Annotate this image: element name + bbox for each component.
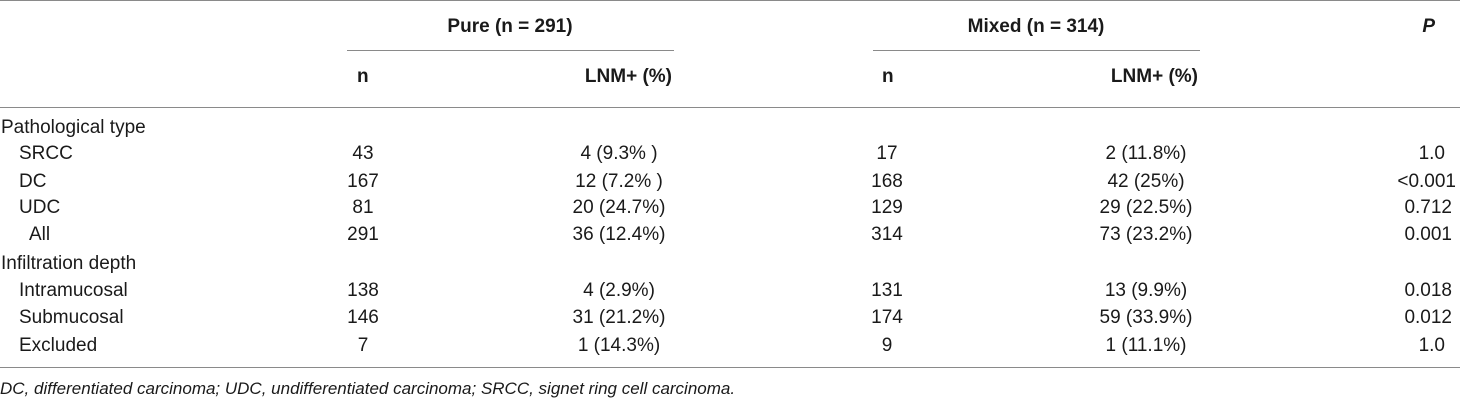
row-label: All — [29, 224, 51, 245]
mixed-lnm-cell: 42 (25%) — [1107, 171, 1185, 192]
mixed-n-cell: 129 — [871, 197, 903, 218]
mixed-n-header: n — [882, 66, 894, 87]
mixed-lnm-cell: 73 (23.2%) — [1099, 224, 1193, 245]
mixed-n-cell: 314 — [871, 224, 903, 245]
mixed-lnm-cell: 29 (22.5%) — [1099, 197, 1193, 218]
pure-n-cell: 146 — [347, 307, 379, 328]
mixed-lnm-header: LNM+ (%) — [1110, 66, 1198, 87]
pure-lnm-header: LNM+ (%) — [584, 66, 672, 87]
row-label: DC — [19, 171, 47, 192]
mixed-n-cell: 9 — [881, 335, 893, 356]
p-value-cell: 1.0 — [1418, 143, 1445, 164]
p-value-header: P — [1422, 16, 1435, 37]
mixed-n-cell: 168 — [871, 171, 903, 192]
p-value-cell: 0.001 — [1404, 224, 1452, 245]
mixed-lnm-cell: 59 (33.9%) — [1099, 307, 1193, 328]
p-value-cell: 0.018 — [1404, 280, 1452, 301]
row-label: SRCC — [19, 143, 73, 164]
pure-group-header: Pure (n = 291) — [447, 16, 573, 37]
pure-n-cell: 291 — [347, 224, 379, 245]
pure-n-cell: 138 — [347, 280, 379, 301]
top-rule — [0, 0, 1460, 1]
pure-n-cell: 81 — [352, 197, 374, 218]
header-bottom-rule — [0, 107, 1460, 108]
pure-n-header: n — [357, 66, 369, 87]
pure-lnm-cell: 20 (24.7%) — [572, 197, 666, 218]
row-label: Submucosal — [19, 307, 124, 328]
section-title: Pathological type — [1, 117, 146, 138]
mixed-n-cell: 17 — [876, 143, 898, 164]
p-value-cell: 0.012 — [1404, 307, 1452, 328]
p-value-cell: <0.001 — [1397, 171, 1456, 192]
p-value-cell: 0.712 — [1404, 197, 1452, 218]
row-label: Intramucosal — [19, 280, 128, 301]
section-title: Infiltration depth — [1, 253, 137, 274]
p-value-cell: 1.0 — [1418, 335, 1445, 356]
pure-lnm-cell: 12 (7.2% ) — [575, 171, 663, 192]
table-footnote: DC, differentiated carcinoma; UDC, undif… — [0, 379, 736, 398]
mixed-n-cell: 174 — [871, 307, 903, 328]
pure-n-cell: 167 — [347, 171, 379, 192]
pure-lnm-cell: 31 (21.2%) — [572, 307, 666, 328]
pure-lnm-cell: 1 (14.3%) — [577, 335, 661, 356]
mixed-lnm-cell: 2 (11.8%) — [1105, 143, 1187, 164]
pure-lnm-cell: 4 (2.9%) — [583, 280, 655, 301]
pure-n-cell: 7 — [357, 335, 369, 356]
table-bottom-rule — [0, 367, 1460, 368]
mixed-lnm-cell: 1 (11.1%) — [1105, 335, 1187, 356]
mixed-group-rule — [873, 50, 1200, 51]
mixed-n-cell: 131 — [871, 280, 903, 301]
row-label: Excluded — [19, 335, 98, 356]
pure-n-cell: 43 — [352, 143, 374, 164]
pure-group-rule — [347, 50, 674, 51]
pure-lnm-cell: 4 (9.3% ) — [580, 143, 658, 164]
mixed-lnm-cell: 13 (9.9%) — [1104, 280, 1188, 301]
row-label: UDC — [19, 197, 61, 218]
pure-lnm-cell: 36 (12.4%) — [572, 224, 666, 245]
mixed-group-header: Mixed (n = 314) — [967, 16, 1105, 37]
